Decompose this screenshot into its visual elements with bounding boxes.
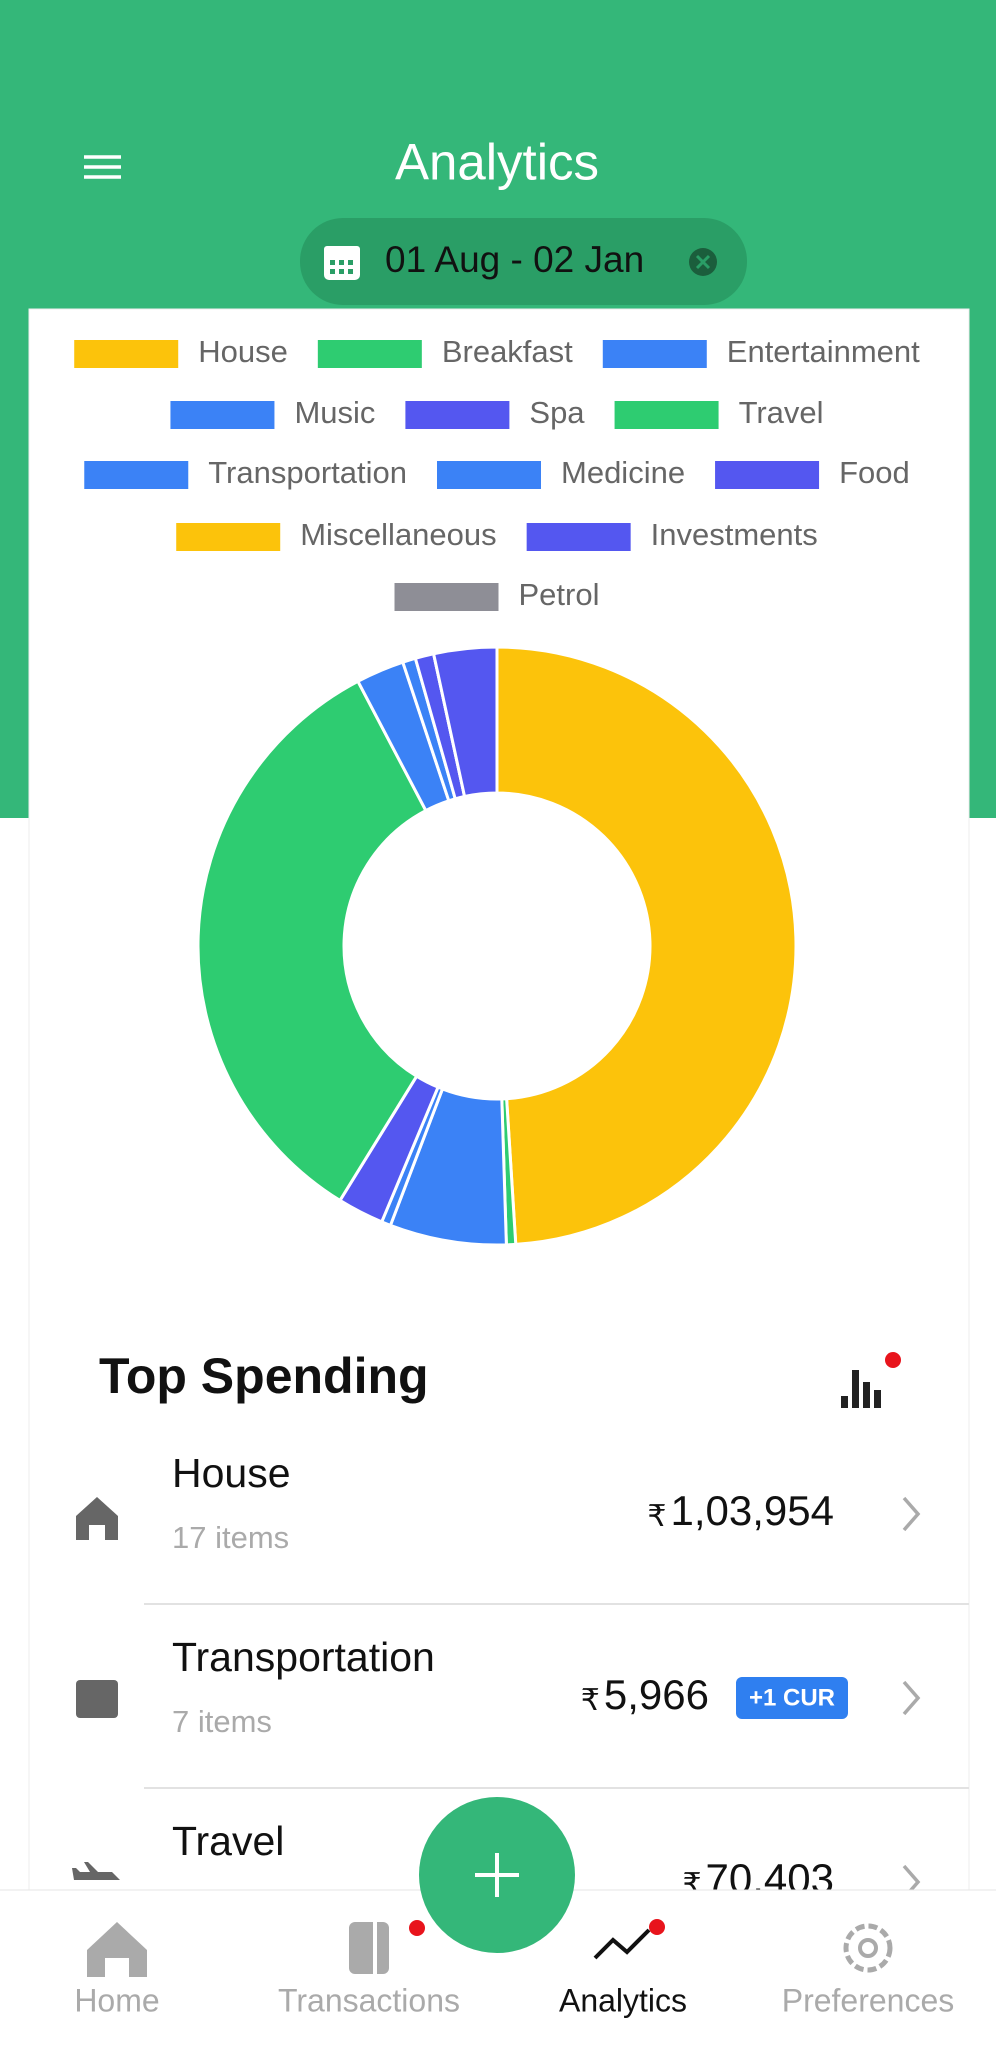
legend-item[interactable]: Spa	[405, 395, 585, 430]
nav-tab[interactable]: Analytics	[559, 1919, 687, 2018]
category-icon	[72, 1862, 120, 1880]
menu-button[interactable]	[84, 155, 121, 179]
nav-tab[interactable]: Preferences	[782, 1923, 955, 2018]
legend-swatch	[170, 401, 275, 429]
legend-swatch	[74, 340, 179, 368]
legend-swatch	[317, 340, 422, 368]
spending-row[interactable]: House 17 items 1,03,954₹	[76, 1450, 921, 1555]
legend-swatch	[437, 461, 541, 489]
donut-slice[interactable]	[196, 679, 428, 1203]
legend-item[interactable]: Music	[170, 395, 375, 430]
legend-label: Miscellaneous	[300, 517, 496, 552]
nav-icon	[843, 1923, 893, 1973]
legend-item[interactable]: Medicine	[437, 455, 685, 490]
currency-symbol: ₹	[581, 1684, 600, 1717]
date-pill[interactable]	[300, 218, 747, 305]
amount: 1,03,954	[671, 1487, 835, 1534]
nav-label: Analytics	[559, 1982, 687, 2018]
chevron	[902, 1680, 921, 1716]
nav-tab[interactable]: Home	[74, 1922, 160, 2018]
item-count: 7 items	[172, 1704, 272, 1739]
donut-slice[interactable]	[495, 645, 798, 1247]
legend-item[interactable]: Miscellaneous	[176, 517, 497, 552]
legend-label: Transportation	[208, 455, 407, 490]
currency-badge	[736, 1677, 848, 1719]
nav-icon-center	[858, 1938, 878, 1958]
legend-item[interactable]: Food	[715, 455, 910, 490]
legend-label: Entertainment	[727, 334, 920, 369]
nav-label: Home	[74, 1982, 159, 2018]
legend-label: House	[198, 334, 288, 369]
legend-swatch	[405, 401, 510, 429]
nav-tab[interactable]: Transactions	[278, 1920, 460, 2018]
legend-swatch	[84, 461, 189, 489]
amount: 5,966	[604, 1671, 709, 1718]
item-count: 17 items	[172, 1520, 289, 1555]
nav-items: Home Transactions Analytics Preferences	[74, 1919, 954, 2018]
legend-swatch	[602, 340, 707, 368]
spending-row[interactable]: Transportation 7 items +1 CUR 5,966₹	[76, 1634, 921, 1739]
legend-label: Spa	[529, 395, 585, 430]
category-name: Travel	[172, 1818, 284, 1864]
legend-item[interactable]: Petrol	[394, 577, 600, 612]
legend-swatch	[394, 583, 499, 611]
legend: House Breakfast Entertainment Music Spa Trave…	[74, 334, 920, 612]
nav-label: Preferences	[782, 1982, 955, 2018]
legend-swatch	[176, 523, 281, 551]
chart-toggle[interactable]	[841, 1352, 901, 1408]
nav-icon	[349, 1922, 389, 1974]
legend-swatch	[715, 461, 820, 489]
page-title: Analytics	[395, 133, 599, 190]
clear-date[interactable]	[689, 248, 717, 276]
legend-item[interactable]: Investments	[526, 517, 818, 552]
date-range: 01 Aug - 02 Jan	[385, 239, 644, 280]
legend-item[interactable]: Travel	[614, 395, 824, 430]
legend-swatch	[614, 401, 719, 429]
legend-label: Medicine	[561, 455, 685, 490]
section-title: Top Spending	[99, 1348, 429, 1404]
category-icon	[76, 1680, 118, 1718]
legend-label: Investments	[651, 517, 818, 552]
currency-badge-label: +1 CUR	[749, 1684, 835, 1711]
badge-dot	[409, 1920, 425, 1936]
donut-chart	[196, 645, 798, 1247]
legend-label: Travel	[739, 395, 824, 430]
category-name: Transportation	[172, 1634, 435, 1680]
calendar-icon	[324, 246, 360, 280]
legend-item[interactable]: Entertainment	[602, 334, 920, 369]
legend-label: Music	[294, 395, 375, 430]
legend-label: Breakfast	[442, 334, 573, 369]
add-button[interactable]	[419, 1797, 575, 1953]
legend-label: Petrol	[519, 577, 600, 612]
nav-icon	[593, 1928, 651, 1960]
legend-swatch	[526, 523, 631, 551]
category-icon	[76, 1497, 118, 1540]
badge-dot	[649, 1919, 665, 1935]
nav-icon	[87, 1922, 147, 1977]
nav-label: Transactions	[278, 1982, 460, 2018]
legend-item[interactable]: House	[74, 334, 288, 369]
category-name: House	[172, 1450, 291, 1496]
legend-item[interactable]: Breakfast	[317, 334, 573, 369]
currency-symbol: ₹	[647, 1500, 666, 1533]
legend-label: Food	[839, 455, 910, 490]
legend-item[interactable]: Transportation	[84, 455, 407, 490]
chevron	[902, 1496, 921, 1532]
